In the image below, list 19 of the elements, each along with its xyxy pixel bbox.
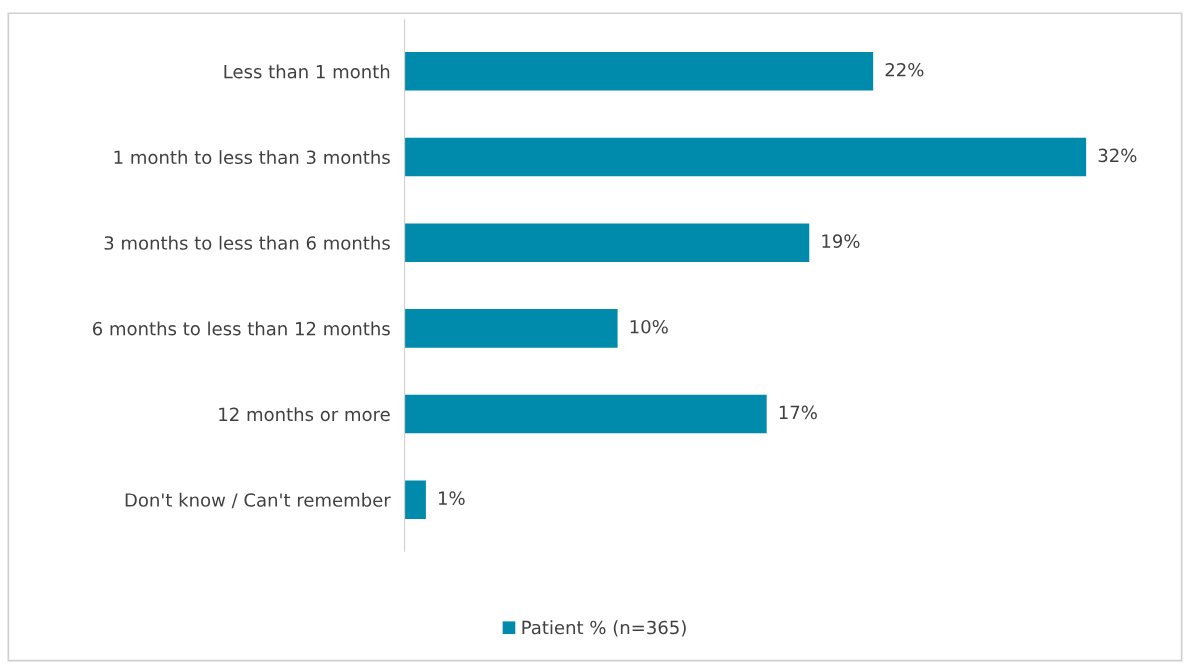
data-label: 17% (779, 405, 817, 420)
data-label: 19% (822, 234, 860, 248)
y-tick-label: Don't know / Can't remember (125, 492, 391, 509)
data-label: 22% (885, 62, 924, 77)
data-label: 10% (630, 319, 668, 334)
y-tick-label: 1 month to less than 3 months (114, 150, 390, 165)
bar (404, 223, 810, 262)
legend-label: Patient % (n=365) (522, 620, 686, 637)
y-tick-label: Less than 1 month (224, 64, 390, 79)
y-tick-label: 3 months to less than 6 months (104, 235, 390, 250)
bar (404, 52, 874, 91)
y-tick-label: 12 months or more (219, 407, 390, 422)
data-label: 32% (1098, 148, 1137, 163)
data-label: 1% (438, 491, 465, 505)
bar (404, 137, 1087, 177)
bar (404, 309, 618, 348)
y-tick-label: 6 months to less than 12 months (92, 321, 390, 336)
bar (404, 480, 426, 519)
bar (404, 394, 767, 434)
